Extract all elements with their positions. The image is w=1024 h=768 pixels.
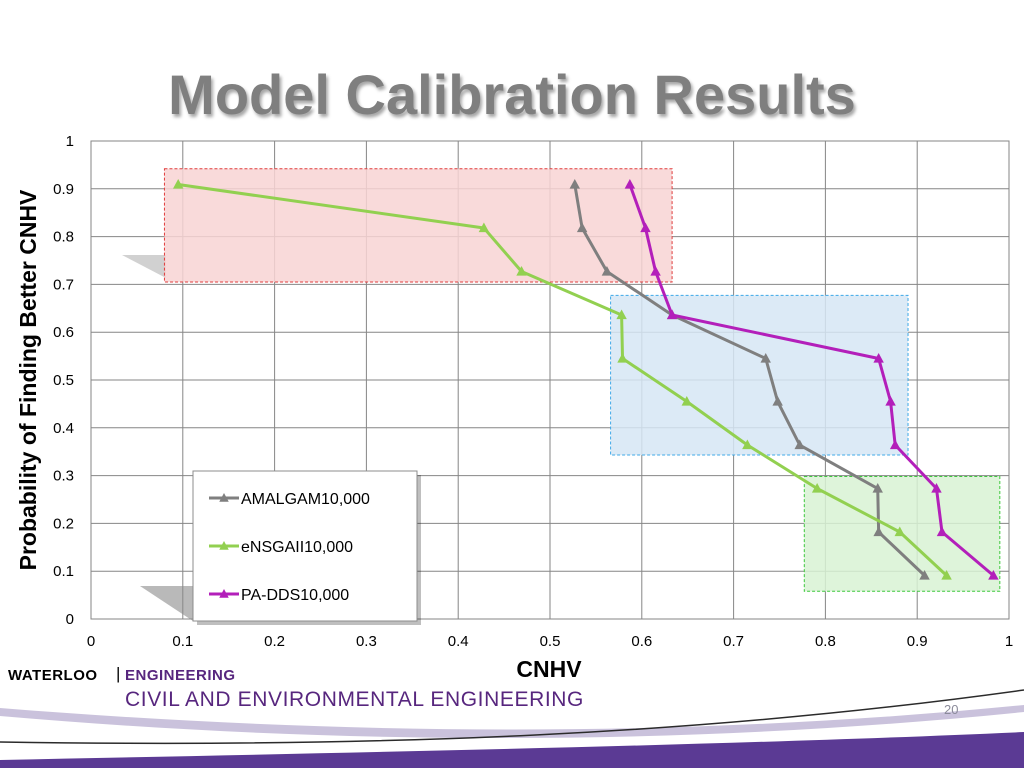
data-point [885,396,896,406]
data-point [650,265,661,276]
data-point [894,526,905,537]
data-point [794,439,805,450]
legend-swatch-marker [219,589,229,598]
data-point [616,309,627,320]
data-point [931,483,942,493]
y-tick-label: 1 [66,133,74,150]
slide-number: 20 [944,702,959,717]
data-point [172,178,184,189]
x-tick-label: 0.5 [540,633,561,650]
y-tick-label: 0.5 [53,372,74,389]
legend-label: eNSGAII10,000 [241,539,353,556]
data-point [936,526,948,537]
shadow-decoration [122,255,166,278]
x-tick-label: 0 [87,633,95,650]
x-tick-label: 0.6 [631,633,652,650]
data-point [872,483,883,493]
y-tick-label: 0.4 [53,420,74,437]
x-tick-label: 0.9 [907,633,928,650]
data-point [478,222,490,233]
data-point [617,352,628,363]
data-point [576,222,588,233]
data-point [889,439,901,450]
data-point [873,352,884,363]
data-point [569,178,581,189]
x-tick-label: 0.4 [448,633,469,650]
data-point [516,265,527,276]
series-line-1 [573,184,926,577]
y-tick-label: 0.9 [53,181,74,198]
x-tick-label: 0.7 [723,633,744,650]
legend-swatch-marker [219,493,229,502]
y-tick-label: 0.3 [53,468,74,485]
y-tick-label: 0.2 [53,515,74,532]
data-point [640,222,651,233]
data-point [681,396,693,406]
highlight-box-1 [163,168,673,283]
x-tick-label: 0.3 [356,633,377,650]
legend-label: AMALGAM10,000 [241,491,370,508]
y-tick-label: 0.1 [53,563,74,580]
department-name: CIVIL AND ENVIRONMENTAL ENGINEERING [125,688,584,711]
data-point [666,309,678,320]
legend-label: PA-DDS10,000 [241,587,349,604]
y-tick-label: 0.7 [53,276,74,293]
series-line-2 [177,183,948,577]
footer-bar [0,732,1024,768]
y-tick-label: 0.8 [53,229,74,246]
data-point [601,265,613,276]
x-tick-label: 0.2 [264,633,285,650]
data-point [760,352,771,363]
legend-shadow-decoration [140,586,193,621]
data-point [873,526,884,537]
x-tick-label: 1 [1005,633,1013,650]
data-point [941,570,952,580]
brand-engineering: ENGINEERING [125,667,236,684]
data-point [624,178,636,189]
legend-swatch-marker [219,541,229,550]
highlight-box-2 [610,294,909,456]
y-axis-label: Probability of Finding Better CNHV [15,189,41,570]
data-point [919,570,930,580]
y-tick-label: 0 [66,611,74,628]
series-line-3 [628,183,995,577]
data-point [772,396,783,406]
data-point [742,439,753,450]
x-tick-label: 0.8 [815,633,836,650]
slide-title: Model Calibration Results [168,63,856,126]
x-axis-label: CNHV [516,656,582,682]
data-point [988,570,999,580]
brand-separator: | [116,664,121,683]
data-point [811,483,823,493]
y-tick-label: 0.6 [53,324,74,341]
x-tick-label: 0.1 [172,633,193,650]
brand-waterloo: WATERLOO [8,667,98,684]
